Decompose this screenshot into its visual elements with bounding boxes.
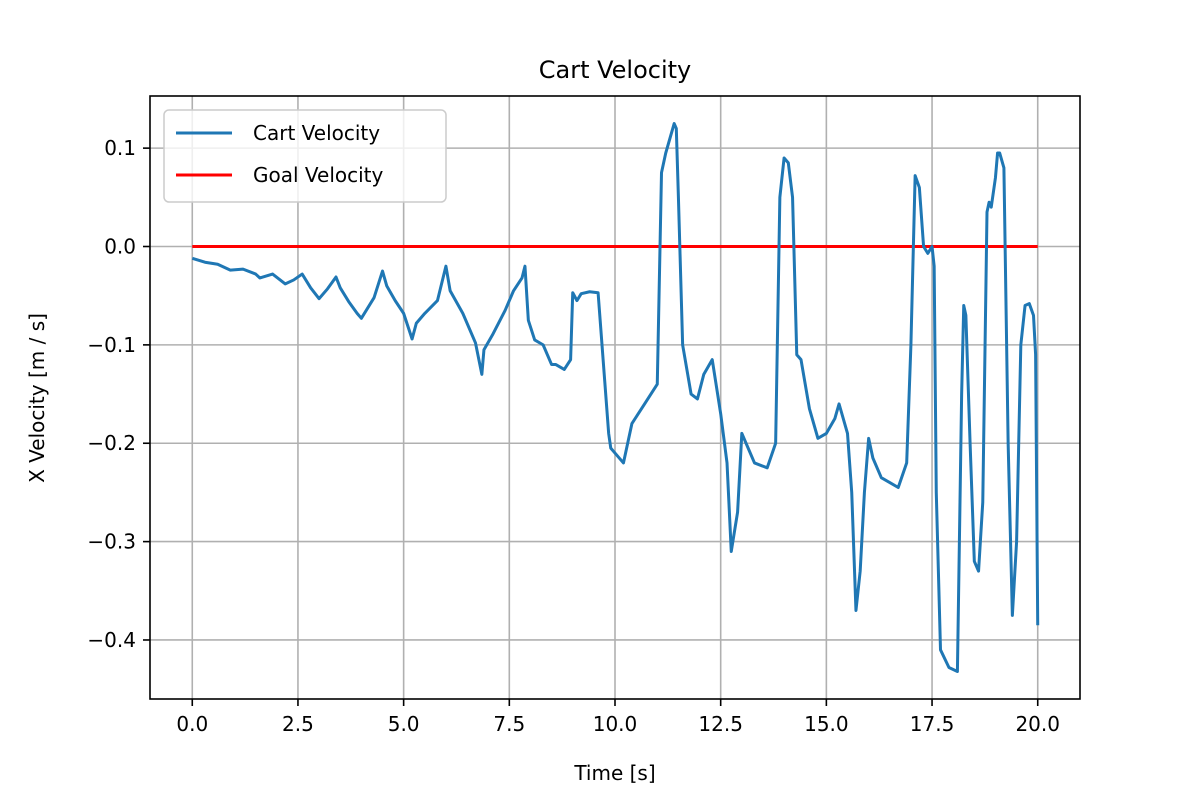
- series-lines: [191, 122, 1040, 673]
- legend: Cart Velocity Goal Velocity: [163, 109, 447, 203]
- x-axis-label: Time [s]: [573, 761, 655, 785]
- chart-title: Cart Velocity: [539, 56, 692, 84]
- axis-ticks: 0.0 2.5 5.0 7.5 10.0 12.5 15.0 17.5 20.0 0.1 0.0 −0…: [87, 136, 1060, 736]
- y-axis-label: X Velocity [m / s]: [25, 313, 49, 483]
- y-tick-label: 0.1: [104, 136, 136, 160]
- y-tick-label: −0.4: [87, 628, 136, 652]
- x-tick-label: 7.5: [493, 712, 525, 736]
- x-tick-label: 17.5: [910, 712, 955, 736]
- x-tick-label: 20.0: [1015, 712, 1060, 736]
- x-tick-label: 5.0: [388, 712, 420, 736]
- series-line-cart-velocity: [191, 122, 1040, 673]
- legend-label-goal-velocity: Goal Velocity: [253, 163, 384, 187]
- x-tick-label: 15.0: [804, 712, 849, 736]
- x-tick-label: 0.0: [176, 712, 208, 736]
- y-tick-label: −0.2: [87, 431, 136, 455]
- x-tick-label: 12.5: [698, 712, 743, 736]
- legend-label-cart-velocity: Cart Velocity: [253, 121, 380, 145]
- y-tick-label: −0.1: [87, 333, 136, 357]
- legend-box: [163, 109, 447, 203]
- y-tick-label: −0.3: [87, 530, 136, 554]
- x-tick-label: 2.5: [282, 712, 314, 736]
- x-tick-label: 10.0: [593, 712, 638, 736]
- y-tick-label: 0.0: [104, 235, 136, 259]
